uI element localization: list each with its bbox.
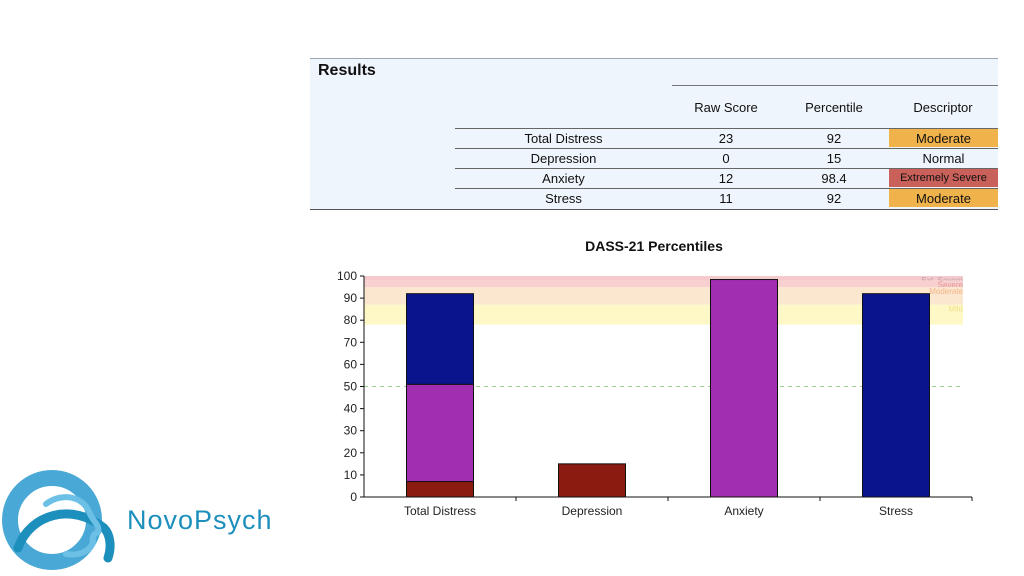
x-tick-label: Depression [562, 504, 623, 518]
y-tick-label: 40 [344, 402, 358, 416]
x-tick-label: Stress [879, 504, 913, 518]
x-tick-label: Total Distress [404, 504, 476, 518]
column-header-descriptor: Descriptor [913, 100, 973, 115]
row-raw-score: 0 [722, 151, 730, 166]
y-tick-label: 50 [344, 380, 358, 394]
bar-segment [406, 481, 474, 498]
bar-segment [406, 383, 474, 483]
band-label: Moderate [929, 287, 963, 296]
table-row: Anxiety 12 98.4 Extremely Severe [455, 168, 998, 189]
bar-segment [710, 279, 778, 498]
y-tick-label: 10 [344, 468, 358, 482]
y-tick-label: 60 [344, 357, 358, 371]
column-header-percentile: Percentile [805, 100, 863, 115]
bar-segment [862, 293, 930, 498]
row-percentile: 98.4 [821, 171, 847, 186]
row-name: Anxiety [542, 171, 585, 186]
severity-band [364, 287, 963, 305]
row-descriptor: Moderate [889, 129, 998, 147]
row-name: Depression [530, 151, 597, 166]
brand-name: NovoPsych [127, 505, 273, 535]
table-row: Depression 0 15 Normal [455, 148, 998, 169]
row-name: Total Distress [524, 131, 603, 146]
row-raw-score: 11 [719, 191, 733, 206]
band-label: Mild [948, 305, 963, 314]
severity-band [364, 304, 963, 325]
row-descriptor: Moderate [889, 189, 998, 207]
y-tick-label: 100 [337, 269, 357, 283]
y-tick-label: 80 [344, 313, 358, 327]
header-divider [672, 85, 998, 86]
novopsych-logo-icon [2, 470, 115, 570]
y-tick-label: 70 [344, 335, 358, 349]
row-percentile: 15 [826, 151, 842, 166]
column-header-raw-score: Raw Score [694, 100, 758, 115]
chart-title: DASS-21 Percentiles [585, 238, 723, 254]
band-label: Severe [938, 280, 964, 289]
row-descriptor: Normal [922, 151, 965, 166]
row-percentile: 92 [826, 131, 842, 146]
row-raw-score: 12 [718, 171, 734, 186]
table-row: Stress 11 92 Moderate [455, 188, 998, 209]
results-table: Results Raw Score Percentile Descriptor … [310, 58, 998, 210]
severity-band [364, 280, 963, 288]
severity-band [364, 276, 963, 281]
y-tick-label: 20 [344, 446, 358, 460]
y-tick-label: 30 [344, 424, 358, 438]
results-title: Results [318, 62, 376, 79]
row-percentile: 92 [826, 191, 842, 206]
y-tick-label: 90 [344, 291, 358, 305]
y-tick-label: 0 [350, 490, 357, 504]
x-tick-label: Anxiety [724, 504, 763, 518]
bar-segment [558, 463, 626, 498]
row-descriptor: Extremely Severe [889, 169, 998, 187]
row-raw-score: 23 [718, 131, 734, 146]
bar-segment [406, 293, 474, 385]
table-row: Total Distress 23 92 Moderate [455, 128, 998, 149]
row-name: Stress [545, 191, 582, 206]
